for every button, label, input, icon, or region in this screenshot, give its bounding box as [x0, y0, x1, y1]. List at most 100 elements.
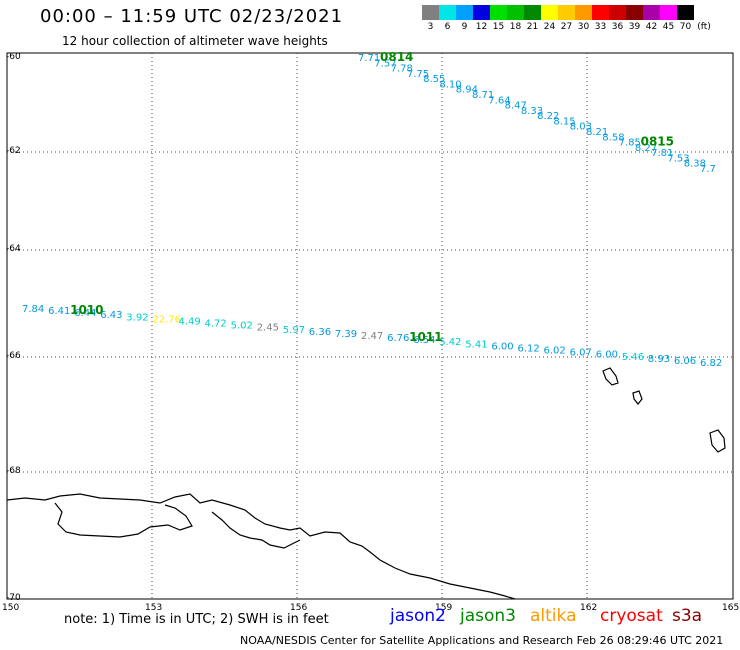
legend-bin-label: 36 [611, 22, 624, 32]
swh-label: 7.39 [335, 329, 357, 340]
lon-label: 162 [580, 603, 598, 613]
lat-label: -70 [6, 593, 21, 603]
legend-bin-label: 3 [427, 22, 434, 32]
swh-label: 8.33 [521, 106, 543, 117]
swh-label: 8.71 [472, 90, 494, 101]
swh-label: 2.45 [257, 323, 279, 334]
swh-label: 8.15 [553, 116, 575, 127]
swh-label: 8.55 [423, 74, 445, 85]
swh-label: 8.94 [456, 85, 478, 96]
legend-bin-label: 9 [461, 22, 468, 32]
swh-label: 22.76 [152, 314, 181, 325]
swh-label: 6.82 [700, 358, 722, 369]
swh-label: 6.00 [491, 341, 513, 352]
swh-label: 8.27 [635, 143, 657, 154]
legend-s3a: s3a [672, 606, 703, 626]
track-b-labels: 7.84 6.41 6.44 6.43 3.92 22.764.49 4.72 5.02 2.4… [22, 303, 722, 369]
island-3 [709, 429, 726, 453]
swh-label: 8.21 [586, 127, 608, 138]
map-grid [7, 53, 733, 599]
lon-label: 156 [290, 603, 308, 613]
legend-bin-label: 15 [492, 22, 505, 32]
island-2 [632, 390, 643, 405]
swh-label: 8.47 [505, 101, 527, 112]
legend-bin-label: 70 [679, 22, 692, 32]
island-1 [602, 367, 619, 386]
swh-label: 6.36 [309, 327, 331, 338]
swh-label: 7.85 [619, 138, 641, 149]
legend-swatch [626, 5, 643, 20]
legend-swatch [456, 5, 473, 20]
legend-swatch [473, 5, 490, 20]
swh-label: 6.00 [596, 350, 618, 361]
swh-label: 4.72 [205, 319, 227, 330]
swh-label: 7.84 [22, 304, 44, 315]
coast-inlet-2 [211, 511, 301, 549]
legend-swatch [524, 5, 541, 20]
legend-swatch [558, 5, 575, 20]
swh-label: 6.07 [570, 348, 592, 359]
legend-swatch [592, 5, 609, 20]
legend-swatch [541, 5, 558, 20]
swh-label: 6.76 [387, 333, 409, 344]
swh-label: 6.44 [74, 308, 96, 319]
legend-bin-label: 39 [628, 22, 641, 32]
lon-label: 165 [722, 603, 740, 613]
lat-label: -60 [6, 52, 21, 62]
swh-label: 8.03 [570, 122, 592, 133]
swh-label: 6.41 [48, 306, 70, 317]
swh-label: 7.71 [358, 53, 380, 64]
lat-label: -64 [6, 244, 21, 254]
swh-label: 7.53 [667, 153, 689, 164]
map-frame [6, 52, 734, 600]
page-title: 00:00 – 11:59 UTC 02/23/2021 [40, 6, 344, 27]
swh-label: 7.64 [488, 95, 510, 106]
swh-label: 5.97 [283, 325, 305, 336]
lon-label: 159 [435, 603, 453, 613]
time-label: 1011 [409, 330, 442, 344]
time-label: 0815 [641, 135, 674, 149]
swh-label: 7.81 [651, 148, 673, 159]
legend-swatch [609, 5, 626, 20]
legend-bin-label: 45 [662, 22, 675, 32]
lat-label: -68 [6, 466, 21, 476]
coastline [6, 493, 516, 600]
legend-bin-label: 33 [594, 22, 607, 32]
swh-label: 6.12 [518, 344, 540, 355]
swh-label: 5.46 [622, 352, 644, 363]
swh-label: 8.58 [602, 132, 624, 143]
lat-label: -62 [6, 146, 21, 156]
lon-label: 153 [145, 603, 163, 613]
page-subtitle: 12 hour collection of altimeter wave hei… [62, 34, 328, 48]
legend-altika: altika [530, 606, 577, 626]
legend-bin-label: 24 [543, 22, 556, 32]
swh-label: 5.02 [231, 321, 253, 332]
lat-label: -66 [6, 351, 21, 361]
legend-cryosat: cryosat [600, 606, 663, 626]
credit-line: NOAA/NESDIS Center for Satellite Applica… [240, 634, 724, 647]
legend-bin-label: 18 [509, 22, 522, 32]
swh-label: 2.47 [361, 331, 383, 342]
legend-swatch [507, 5, 524, 20]
time-label: 1010 [70, 303, 103, 317]
swh-label: 6.02 [544, 346, 566, 357]
swh-label: 4.49 [179, 317, 201, 328]
legend-swatch [643, 5, 660, 20]
legend-bin-label: 30 [577, 22, 590, 32]
swh-label: 7.75 [407, 69, 429, 80]
swh-label: 6.54 [413, 335, 435, 346]
lon-label: 150 [2, 603, 20, 613]
swh-label: 7.78 [391, 64, 413, 75]
coast-inlet-1 [54, 502, 193, 538]
legend-jason3: jason3 [460, 606, 516, 626]
swh-label: 6.43 [100, 310, 122, 321]
legend-bin-label: 42 [645, 22, 658, 32]
swh-label: 5.42 [439, 337, 461, 348]
legend-bin-label: 12 [475, 22, 488, 32]
swh-label: 3.92 [126, 312, 148, 323]
swh-label: 7.57 [374, 58, 396, 69]
swh-label: 8.10 [439, 79, 461, 90]
legend-bin-label: 27 [560, 22, 573, 32]
legend-swatch [439, 5, 456, 20]
